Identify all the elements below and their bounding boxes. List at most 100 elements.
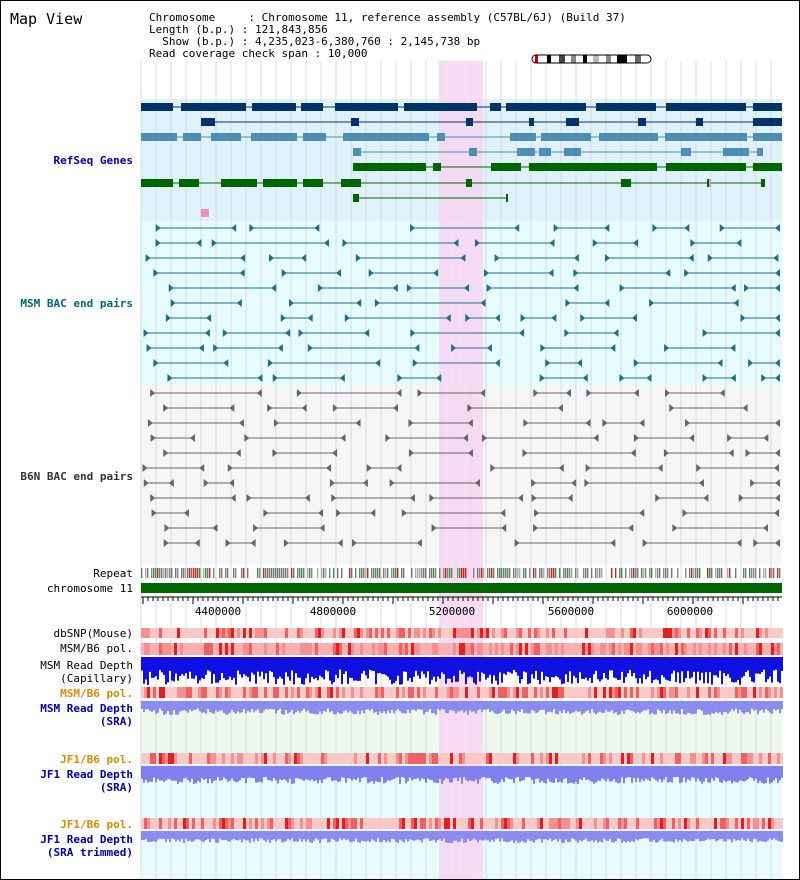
jf1-b6-pol-heat (147, 753, 150, 764)
jf1-b6-pol-heat (345, 753, 348, 764)
msm-depth-sra-bar (615, 701, 617, 713)
msm-bac-pair-end (374, 299, 380, 307)
dbsnp-heat (780, 628, 783, 638)
track-label-msm-depth-capillary[interactable]: MSM Read Depth (40, 659, 133, 672)
track-label-chromosome[interactable]: chromosome 11 (46, 582, 133, 595)
repeat-mark (715, 568, 717, 578)
msm-depth-capillary-bar (771, 657, 773, 683)
jf1-b6-pol-heat (399, 753, 402, 764)
jf1-b6-pol-trimmed-heat (255, 818, 258, 829)
track-label-jf1-b6-pol[interactable]: JF1/B6 pol. (60, 753, 133, 766)
msm-b6-pol-sra-heat (378, 687, 381, 698)
dbsnp-heat (681, 628, 684, 638)
msm-b6-pol-sra-heat (405, 687, 408, 698)
msm-depth-capillary-bar (349, 657, 351, 678)
jf1-depth-trimmed-bar (769, 831, 771, 839)
track-label-msm-bac[interactable]: MSM BAC end pairs (20, 297, 133, 310)
jf1-depth-sra-bar (345, 766, 347, 783)
repeat-mark (429, 568, 431, 578)
track-label-msm-b6-pol-sra[interactable]: MSM/B6 pol. (60, 687, 133, 700)
jf1-depth-sra-bar (525, 766, 527, 778)
jf1-depth-sra-bar (157, 766, 159, 780)
jf1-depth-sra-bar (465, 766, 467, 780)
msm-depth-sra-bar (515, 701, 517, 715)
jf1-depth-sra-bar (741, 766, 743, 781)
dbsnp-heat (639, 628, 642, 638)
jf1-b6-pol-heat (228, 753, 231, 764)
msm-depth-capillary-bar (309, 657, 311, 683)
repeat-mark (375, 568, 377, 578)
msm-depth-capillary-bar (779, 657, 781, 684)
msm-depth-sra-bar (403, 701, 405, 714)
jf1-depth-trimmed-bar (333, 831, 335, 840)
jf1-b6-pol-trimmed-heat (600, 818, 603, 829)
msm-depth-capillary-bar (489, 657, 491, 675)
msm-depth-capillary-bar (141, 657, 143, 671)
jf1-depth-trimmed-bar (543, 831, 545, 840)
msm-depth-sra-bar (769, 701, 771, 713)
b6n-bac-pair-end (389, 479, 395, 487)
msm-depth-capillary-bar (187, 657, 189, 679)
b6n-bac-pair-end (301, 404, 307, 412)
msm-b6-pol-heat (225, 643, 228, 655)
jf1-depth-sra-bar (651, 766, 653, 778)
jf1-b6-pol-trimmed-heat (150, 818, 153, 829)
msm-b6-pol-sra-heat (780, 687, 783, 698)
msm-b6-pol-sra-heat (456, 687, 459, 698)
axis-tick-label: 5200000 (429, 605, 475, 618)
track-label-jf1-depth-sra[interactable]: JF1 Read Depth (40, 768, 133, 781)
msm-depth-sra-bar (265, 701, 267, 709)
msm-depth-sra-bar (329, 701, 331, 713)
msm-depth-capillary-bar (229, 657, 231, 677)
dbsnp-heat (552, 628, 555, 638)
track-label-dbsnp[interactable]: dbSNP(Mouse) (53, 627, 133, 640)
msm-depth-sra-bar (523, 701, 525, 714)
jf1-b6-pol-heat (234, 753, 237, 764)
track-label-msm-depth-sra[interactable]: MSM Read Depth (40, 702, 133, 715)
track-label-repeat[interactable]: Repeat (93, 567, 133, 580)
repeat-mark (151, 568, 153, 578)
repeat-mark (685, 568, 687, 578)
msm-depth-capillary-bar (383, 657, 385, 675)
dbsnp-heat (363, 628, 366, 638)
msm-depth-sra-bar (373, 701, 375, 713)
jf1-depth-sra-bar (661, 766, 663, 783)
msm-b6-pol-sra-heat (657, 687, 660, 698)
repeat-mark (717, 568, 719, 578)
msm-bac-pair-end (548, 269, 554, 277)
b6n-bac-pair-end (738, 494, 744, 502)
msm-depth-capillary-bar (459, 657, 461, 671)
msm-b6-pol-heat (624, 643, 627, 655)
gene-exon (353, 148, 361, 156)
msm-b6-pol-heat (243, 643, 246, 655)
repeat-mark (633, 568, 635, 578)
track-label-b6n-bac[interactable]: B6N BAC end pairs (20, 470, 133, 483)
repeat-mark (649, 568, 651, 578)
jf1-depth-trimmed-bar (161, 831, 163, 840)
msm-depth-sra-bar (451, 701, 453, 711)
msm-b6-pol-heat (483, 643, 486, 655)
msm-b6-pol-sra-heat (489, 687, 492, 698)
jf1-b6-pol-trimmed-heat (171, 818, 174, 829)
msm-b6-pol-sra-heat (576, 687, 579, 698)
track-label-msm-b6-pol-capillary[interactable]: MSM/B6 pol. (60, 642, 133, 655)
jf1-depth-sra-bar (275, 766, 277, 781)
msm-depth-capillary-bar (307, 657, 309, 674)
repeat-mark (559, 568, 561, 578)
jf1-depth-sra-bar (369, 766, 371, 783)
msm-b6-pol-sra-heat (231, 687, 234, 698)
msm-depth-sra-bar (593, 701, 595, 713)
dbsnp-heat (480, 628, 483, 638)
b6n-bac-pair-end (584, 479, 590, 487)
jf1-depth-trimmed-bar (189, 831, 191, 841)
track-label-refseq-genes[interactable]: RefSeq Genes (53, 154, 133, 167)
jf1-b6-pol-trimmed-heat (612, 818, 615, 829)
track-label-jf1-b6-pol-trimmed[interactable]: JF1/B6 pol. (60, 818, 133, 831)
chromosome-ideogram[interactable] (531, 53, 653, 65)
msm-depth-sra-bar (261, 701, 263, 713)
dbsnp-heat (729, 628, 732, 638)
jf1-depth-trimmed-bar (171, 831, 173, 839)
dbsnp-heat (402, 628, 405, 638)
track-label-jf1-depth-trimmed[interactable]: JF1 Read Depth (40, 833, 133, 846)
